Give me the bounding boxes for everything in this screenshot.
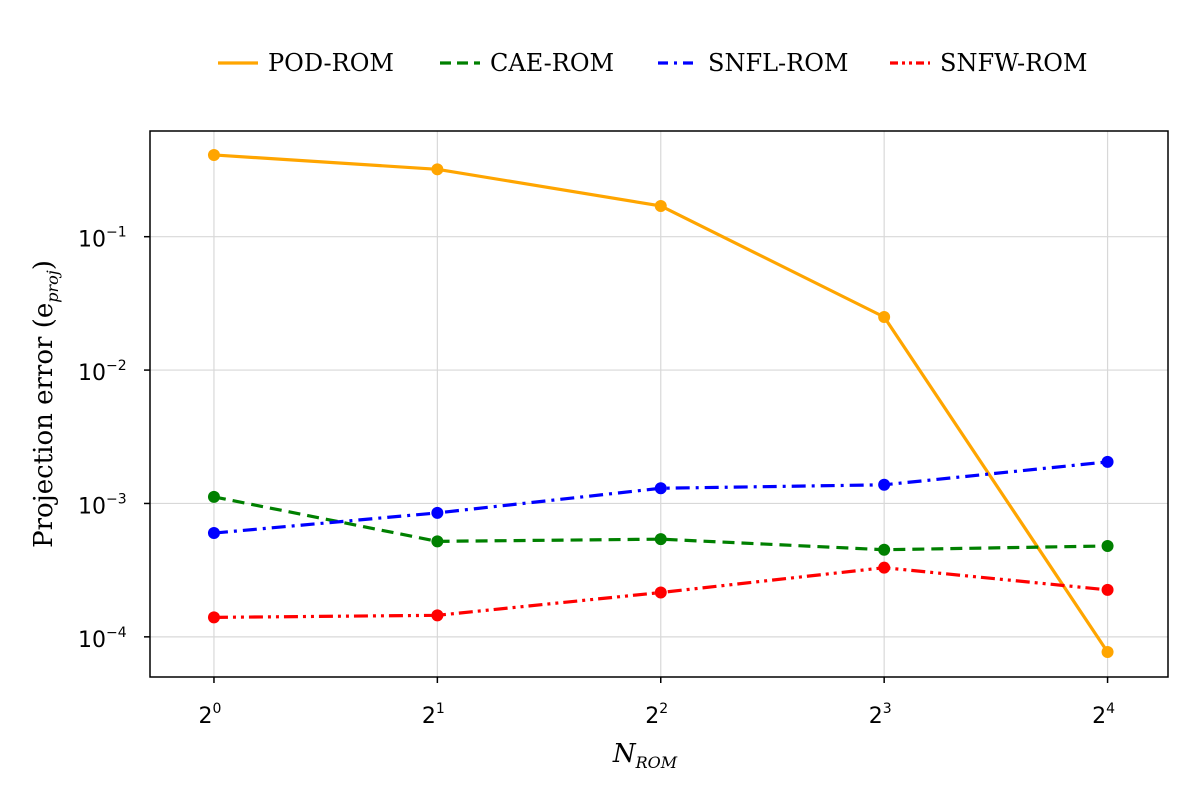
x-tick-base: 2 (645, 704, 659, 729)
data-point-snfw-rom (207, 611, 220, 624)
data-point-snfl-rom (878, 478, 891, 491)
data-point-snfw-rom (878, 561, 891, 574)
data-point-cae-rom (654, 533, 667, 546)
data-point-pod-rom (1101, 645, 1114, 658)
legend-item-pod-rom: POD-ROM (218, 49, 394, 77)
x-tick-label: 21 (422, 701, 445, 729)
legend: POD-ROM CAE-ROM SNFL-ROM SNFW-ROM (218, 49, 1087, 77)
data-point-cae-rom (878, 543, 891, 556)
legend-label-pod-rom: POD-ROM (268, 49, 394, 77)
x-tick-label: 22 (645, 701, 668, 729)
legend-label-cae-rom: CAE-ROM (490, 49, 614, 77)
y-tick-base: 10 (78, 628, 106, 653)
y-tick-exp: −1 (106, 225, 127, 241)
y-tick-label: 10−4 (78, 625, 127, 653)
x-axis-label: NROM (612, 739, 678, 772)
data-point-snfl-rom (654, 482, 667, 495)
x-axis-label-sub: ROM (635, 753, 678, 772)
x-tick-label: 20 (198, 701, 221, 729)
y-tick-exp: −3 (106, 491, 127, 507)
data-point-pod-rom (207, 148, 220, 161)
data-point-snfw-rom (1101, 583, 1114, 596)
y-tick-label: 10−3 (78, 491, 127, 519)
y-tick-label: 10−2 (78, 358, 127, 386)
y-tick-base: 10 (78, 494, 106, 519)
series-points (207, 148, 1114, 658)
x-tick-exp: 1 (436, 701, 445, 717)
x-axis-label-main: N (612, 739, 637, 769)
x-tick-exp: 4 (1106, 701, 1115, 717)
x-tick-exp: 3 (883, 701, 892, 717)
x-tick-exp: 0 (212, 701, 221, 717)
y-tick-base: 10 (78, 228, 106, 253)
x-tick-exp: 2 (659, 701, 668, 717)
y-axis-ticks: 10−110−210−310−4 (78, 225, 150, 653)
y-axis-label-main: Projection error (e (29, 303, 59, 548)
data-point-snfw-rom (654, 586, 667, 599)
y-tick-base: 10 (78, 361, 106, 386)
y-tick-label: 10−1 (78, 225, 127, 253)
data-point-snfl-rom (1101, 455, 1114, 468)
legend-label-snfw-rom: SNFW-ROM (940, 49, 1087, 77)
x-tick-base: 2 (1092, 704, 1106, 729)
x-tick-label: 24 (1092, 701, 1115, 729)
x-tick-label: 23 (869, 701, 892, 729)
plot-frame (149, 130, 1169, 678)
data-point-snfl-rom (207, 527, 220, 540)
legend-label-snfl-rom: SNFL-ROM (708, 49, 848, 77)
data-point-snfw-rom (431, 609, 444, 622)
data-point-snfl-rom (431, 506, 444, 519)
x-tick-base: 2 (869, 704, 883, 729)
series-line-cae-rom (213, 495, 1108, 552)
data-point-cae-rom (431, 535, 444, 548)
data-point-pod-rom (654, 199, 667, 212)
data-point-pod-rom (431, 163, 444, 176)
x-tick-base: 2 (422, 704, 436, 729)
x-tick-base: 2 (198, 704, 212, 729)
y-axis-label-sub: proj (43, 270, 62, 303)
data-point-cae-rom (1101, 539, 1114, 552)
data-point-pod-rom (878, 310, 891, 323)
grid (150, 131, 1168, 677)
y-tick-exp: −2 (106, 358, 127, 374)
y-tick-exp: −4 (106, 625, 127, 641)
legend-item-snfw-rom: SNFW-ROM (890, 49, 1087, 77)
x-axis-ticks: 20 21 22 23 24 (198, 677, 1115, 729)
legend-item-cae-rom: CAE-ROM (440, 49, 614, 77)
legend-item-snfl-rom: SNFL-ROM (658, 49, 848, 77)
y-axis-label: Projection error (eproj) (29, 260, 62, 548)
y-axis-label-close: ) (29, 260, 59, 270)
series-line-snfl-rom (213, 460, 1108, 535)
data-point-cae-rom (207, 490, 220, 503)
